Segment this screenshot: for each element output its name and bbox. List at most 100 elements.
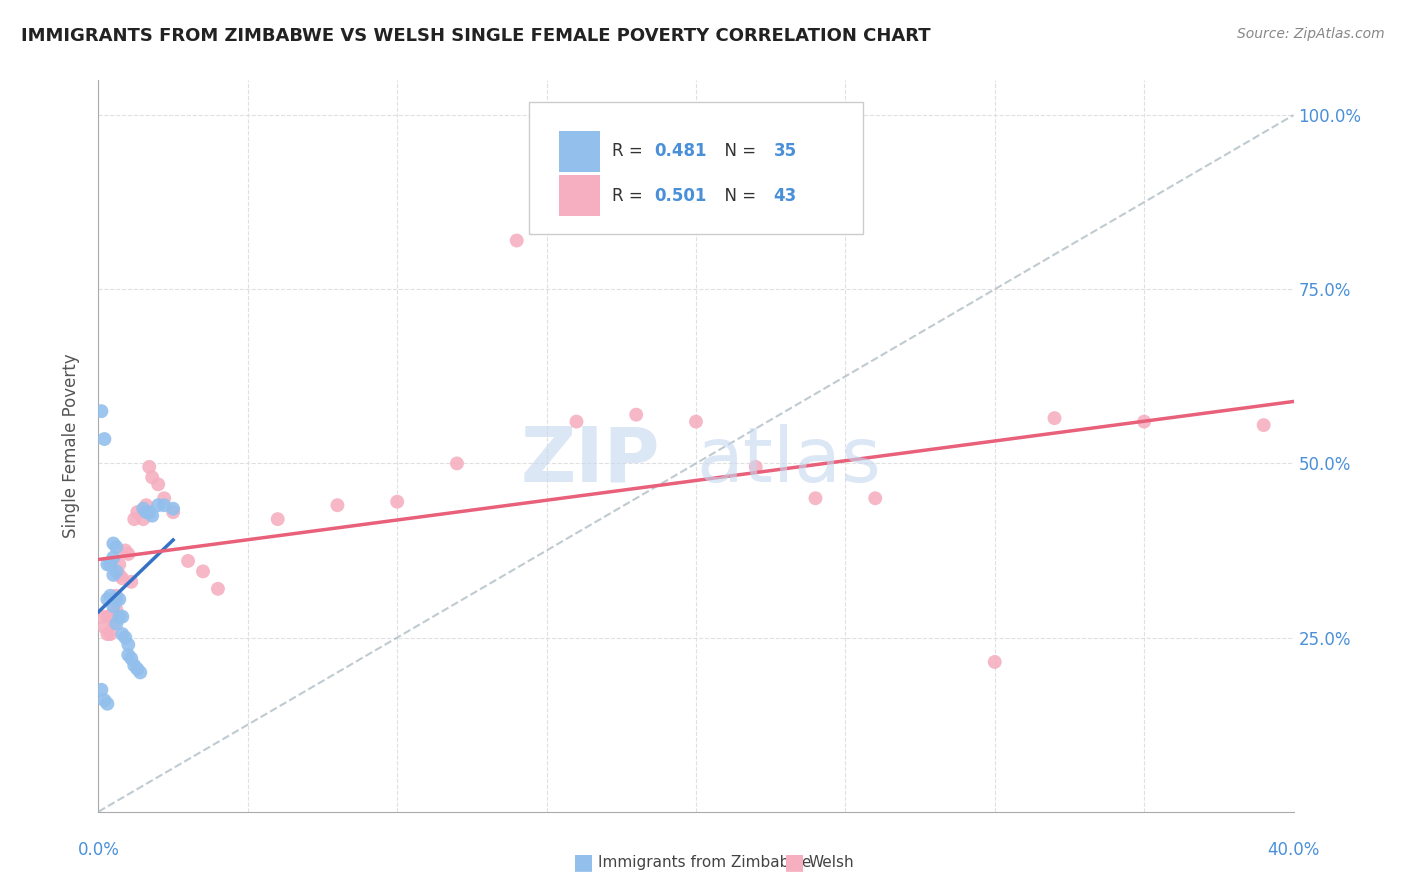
Point	[132, 512, 155, 526]
Text: ■: ■	[785, 853, 804, 872]
Point	[96, 697, 118, 711]
Point	[124, 512, 146, 526]
Point	[132, 501, 155, 516]
Point	[135, 498, 157, 512]
Point	[506, 234, 529, 248]
Text: atlas: atlas	[696, 424, 880, 498]
Point	[129, 665, 152, 680]
Point	[120, 574, 142, 589]
Point	[117, 638, 139, 652]
Point	[191, 565, 214, 579]
Text: N =: N =	[714, 186, 761, 205]
Text: N =: N =	[714, 142, 761, 161]
Point	[138, 459, 160, 474]
Text: ■: ■	[574, 853, 593, 872]
Point	[111, 571, 134, 585]
Point	[96, 609, 118, 624]
Point	[127, 505, 149, 519]
Point	[103, 567, 125, 582]
Point	[111, 609, 134, 624]
Point	[117, 547, 139, 561]
Point	[103, 550, 125, 565]
Point	[93, 620, 115, 634]
Text: ZIP: ZIP	[520, 424, 661, 498]
FancyBboxPatch shape	[529, 103, 863, 234]
Text: 43: 43	[773, 186, 797, 205]
Text: 0.481: 0.481	[654, 142, 707, 161]
Point	[141, 470, 163, 484]
Point	[153, 498, 176, 512]
Point	[96, 592, 118, 607]
Point	[120, 651, 142, 665]
Text: Source: ZipAtlas.com: Source: ZipAtlas.com	[1237, 27, 1385, 41]
Point	[96, 558, 118, 572]
Text: 0.501: 0.501	[654, 186, 707, 205]
Point	[90, 682, 112, 697]
Point	[162, 501, 184, 516]
Point	[124, 658, 146, 673]
Point	[135, 505, 157, 519]
Point	[103, 599, 125, 614]
Text: 35: 35	[773, 142, 797, 161]
Y-axis label: Single Female Poverty: Single Female Poverty	[62, 354, 80, 538]
Point	[103, 616, 125, 631]
Text: IMMIGRANTS FROM ZIMBABWE VS WELSH SINGLE FEMALE POVERTY CORRELATION CHART: IMMIGRANTS FROM ZIMBABWE VS WELSH SINGLE…	[21, 27, 931, 45]
Point	[207, 582, 229, 596]
Point	[105, 616, 128, 631]
Text: Immigrants from Zimbabwe: Immigrants from Zimbabwe	[598, 855, 811, 870]
Point	[745, 459, 768, 474]
Point	[108, 567, 131, 582]
Point	[984, 655, 1007, 669]
Text: 0.0%: 0.0%	[77, 841, 120, 859]
Point	[148, 498, 170, 512]
Point	[385, 494, 409, 508]
Point	[108, 592, 131, 607]
Point	[93, 432, 115, 446]
Text: R =: R =	[613, 142, 648, 161]
Point	[105, 540, 128, 554]
Point	[98, 609, 122, 624]
Point	[108, 558, 131, 572]
FancyBboxPatch shape	[558, 131, 600, 171]
Point	[804, 491, 827, 506]
Text: 40.0%: 40.0%	[1267, 841, 1320, 859]
Point	[108, 609, 131, 624]
Point	[865, 491, 887, 506]
Point	[114, 543, 136, 558]
Point	[98, 589, 122, 603]
Point	[105, 592, 128, 607]
Point	[148, 477, 170, 491]
Point	[177, 554, 200, 568]
Point	[565, 415, 588, 429]
Point	[1043, 411, 1066, 425]
Text: R =: R =	[613, 186, 648, 205]
Point	[326, 498, 349, 512]
Point	[141, 508, 163, 523]
Point	[626, 408, 648, 422]
Point	[90, 404, 112, 418]
Point	[153, 491, 176, 506]
Point	[111, 627, 134, 641]
Point	[96, 627, 118, 641]
Point	[98, 627, 122, 641]
Point	[162, 505, 184, 519]
Point	[90, 609, 112, 624]
Point	[138, 505, 160, 519]
Point	[98, 558, 122, 572]
Point	[1253, 418, 1275, 433]
Point	[446, 457, 468, 471]
Point	[127, 662, 149, 676]
Point	[267, 512, 290, 526]
FancyBboxPatch shape	[558, 176, 600, 216]
Point	[117, 648, 139, 662]
Point	[685, 415, 707, 429]
Point	[105, 603, 128, 617]
Point	[114, 631, 136, 645]
Text: Welsh: Welsh	[808, 855, 853, 870]
Point	[103, 606, 125, 620]
Point	[1133, 415, 1156, 429]
Point	[93, 693, 115, 707]
Point	[105, 589, 128, 603]
Point	[103, 536, 125, 550]
Point	[105, 565, 128, 579]
